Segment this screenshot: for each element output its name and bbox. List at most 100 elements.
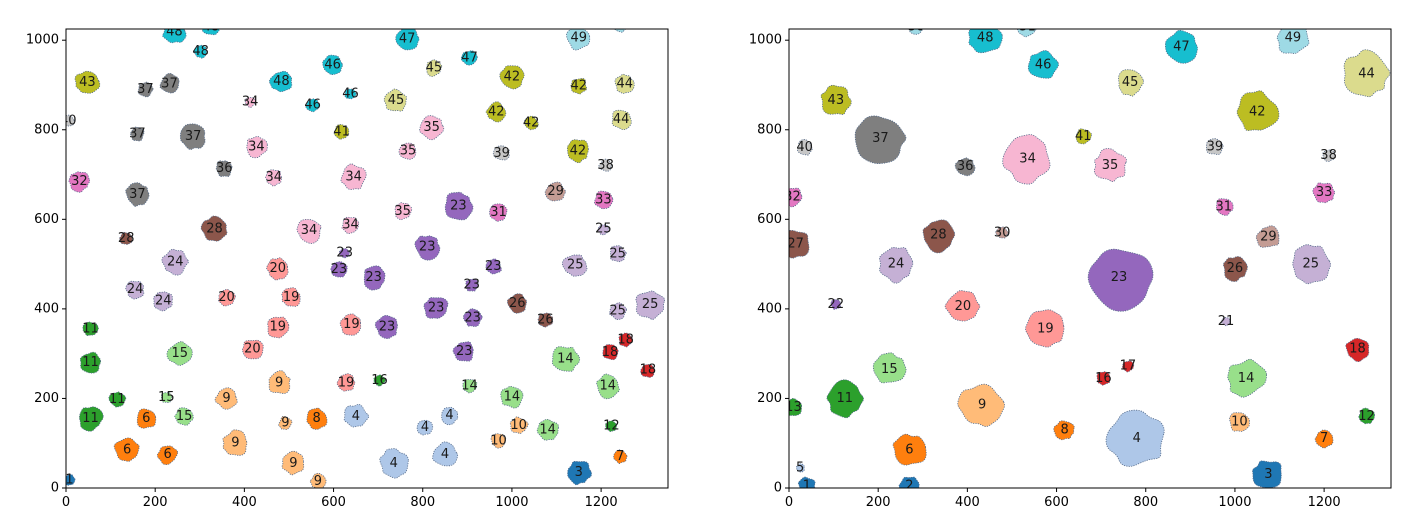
region-blob <box>281 287 301 307</box>
region-blob <box>441 406 459 426</box>
region-label: 34 <box>345 169 362 184</box>
region-blob <box>166 341 193 366</box>
region-blob <box>119 231 133 245</box>
region-label: 4 <box>352 409 360 424</box>
region-label: 42 <box>570 143 587 158</box>
region-label: 42 <box>1249 104 1266 119</box>
region-blob <box>500 385 524 409</box>
region-label: 7 <box>1320 431 1328 446</box>
region-label: 15 <box>171 346 188 361</box>
region-label: 24 <box>155 293 172 308</box>
region-label: 25 <box>595 222 612 237</box>
region-blob <box>463 308 483 327</box>
region-label: 48 <box>192 44 209 59</box>
region-label: 9 <box>978 398 986 413</box>
region-label: 29 <box>547 184 564 199</box>
region-blob <box>414 235 441 261</box>
region-label: 31 <box>1216 199 1233 214</box>
region-blob <box>1105 409 1165 467</box>
region-label: 42 <box>488 104 505 119</box>
region-blob <box>113 437 140 462</box>
y-tick-label: 1000 <box>26 33 59 48</box>
region-blob <box>957 383 1005 427</box>
region-blob <box>1053 420 1075 441</box>
region-blob <box>613 449 628 465</box>
region-label: 9 <box>231 436 239 451</box>
region-label: 30 <box>994 225 1011 240</box>
region-label: 25 <box>609 304 626 319</box>
region-label: 46 <box>324 57 341 72</box>
region-label: 23 <box>1111 270 1128 285</box>
region-label: 23 <box>365 270 382 285</box>
region-blob <box>174 407 194 426</box>
region-blob <box>524 115 539 131</box>
region-label: 4 <box>445 408 453 423</box>
region-blob <box>796 463 805 473</box>
region-blob <box>1276 29 1310 54</box>
region-label: 37 <box>129 187 146 202</box>
region-blob <box>200 215 228 242</box>
region-blob <box>444 191 474 221</box>
region-label: 46 <box>304 98 321 113</box>
region-label: 6 <box>142 411 150 426</box>
region-blob <box>830 298 842 310</box>
region-blob <box>309 472 327 488</box>
region-blob <box>278 415 293 431</box>
region-blob <box>968 29 1003 54</box>
x-tick-label: 600 <box>321 495 346 510</box>
x-tick-label: 1000 <box>1218 495 1251 510</box>
region-label: 6 <box>164 447 172 462</box>
region-label: 18 <box>602 345 619 360</box>
region-label: 23 <box>450 198 467 213</box>
region-label: 26 <box>537 313 554 328</box>
region-blob <box>266 257 289 281</box>
region-label: 4 <box>421 420 429 435</box>
region-label: 5 <box>796 460 804 475</box>
region-label: 34 <box>266 170 283 185</box>
y-tick-label: 200 <box>757 391 782 406</box>
region-blob <box>330 261 348 278</box>
region-blob <box>826 379 864 419</box>
region-label: 42 <box>523 116 540 131</box>
region-blob <box>339 313 362 336</box>
region-blob <box>125 182 150 207</box>
region-blob <box>506 293 527 314</box>
region-label: 8 <box>312 411 320 426</box>
region-label: 37 <box>137 82 154 97</box>
region-blob <box>789 229 810 259</box>
region-blob <box>82 321 99 336</box>
region-blob <box>343 404 370 428</box>
region-label: 31 <box>490 205 507 220</box>
region-blob <box>1075 128 1092 145</box>
region-label: 20 <box>270 261 287 276</box>
region-label: 34 <box>242 94 259 109</box>
x-tick-label: 800 <box>1133 495 1158 510</box>
region-blob <box>1223 256 1248 282</box>
region-label: 18 <box>640 363 657 378</box>
region-label: 37 <box>161 77 178 92</box>
region-label: 14 <box>557 352 574 367</box>
region-label: 23 <box>379 319 396 334</box>
region-blob <box>602 344 619 361</box>
region-blob <box>156 445 179 465</box>
region-blob <box>1221 317 1231 327</box>
region-label: 23 <box>464 278 481 293</box>
region-label: 10 <box>510 418 527 433</box>
region-blob <box>490 433 507 449</box>
region-blob <box>373 374 386 387</box>
x-tick-label: 1200 <box>585 495 618 510</box>
region-label: 20 <box>244 342 261 357</box>
region-blob <box>265 169 283 187</box>
region-blob <box>640 364 655 378</box>
region-label: 15 <box>158 390 175 405</box>
region-blob <box>242 339 264 360</box>
region-blob <box>1215 198 1234 216</box>
region-label: 14 <box>600 378 617 393</box>
region-blob <box>797 476 816 488</box>
region-label: 25 <box>642 297 659 312</box>
region-label: 35 <box>400 143 417 158</box>
region-label: 7 <box>616 449 624 464</box>
region-blob <box>74 70 101 94</box>
region-blob <box>789 187 803 208</box>
region-label: 26 <box>509 296 526 311</box>
